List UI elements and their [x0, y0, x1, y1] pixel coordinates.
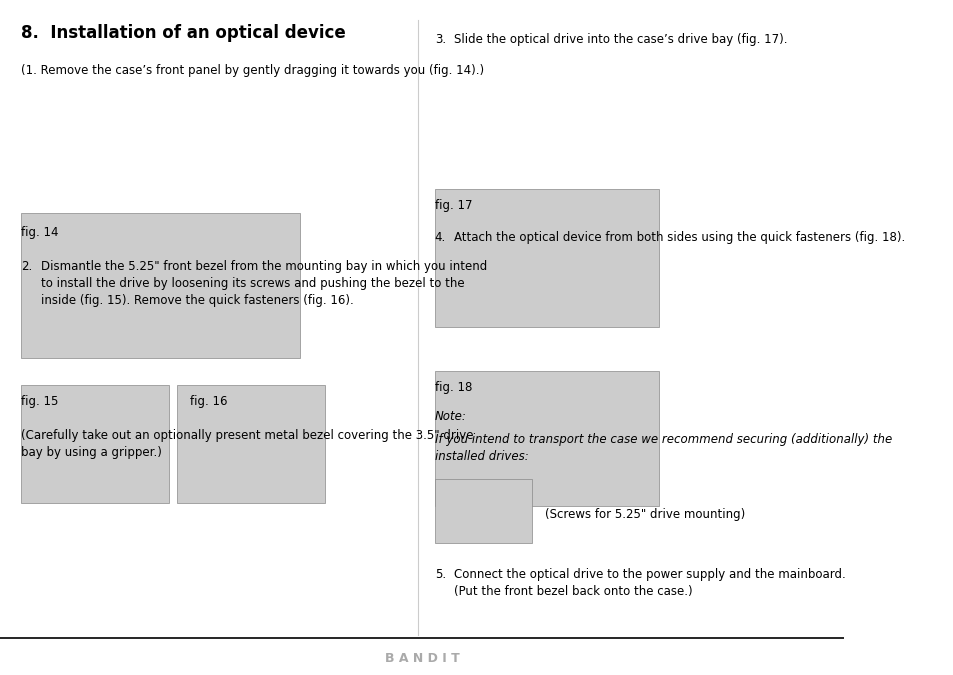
- Text: Slide the optical drive into the case’s drive bay (fig. 17).: Slide the optical drive into the case’s …: [454, 33, 787, 46]
- FancyBboxPatch shape: [435, 189, 658, 327]
- Text: 5.: 5.: [435, 568, 445, 581]
- Text: fig. 17: fig. 17: [435, 199, 472, 212]
- Text: fig. 14: fig. 14: [21, 226, 58, 239]
- Text: fig. 18: fig. 18: [435, 381, 472, 394]
- FancyBboxPatch shape: [177, 385, 325, 503]
- Text: 2.: 2.: [21, 260, 32, 273]
- FancyBboxPatch shape: [435, 479, 532, 543]
- Text: fig. 15: fig. 15: [21, 395, 58, 408]
- Text: B A N D I T: B A N D I T: [384, 651, 459, 665]
- Text: If you intend to transport the case we recommend securing (additionally) the
ins: If you intend to transport the case we r…: [435, 433, 891, 463]
- Text: 3.: 3.: [435, 33, 445, 46]
- Text: Connect the optical drive to the power supply and the mainboard.
(Put the front : Connect the optical drive to the power s…: [454, 568, 845, 598]
- Text: (1. Remove the case’s front panel by gently dragging it towards you (fig. 14).): (1. Remove the case’s front panel by gen…: [21, 64, 484, 77]
- Text: (Carefully take out an optionally present metal bezel covering the 3.5" drive
ba: (Carefully take out an optionally presen…: [21, 429, 473, 458]
- FancyBboxPatch shape: [435, 371, 658, 506]
- Text: fig. 16: fig. 16: [190, 395, 227, 408]
- Text: Attach the optical device from both sides using the quick fasteners (fig. 18).: Attach the optical device from both side…: [454, 231, 904, 244]
- Text: Dismantle the 5.25" front bezel from the mounting bay in which you intend
to ins: Dismantle the 5.25" front bezel from the…: [40, 260, 486, 307]
- Text: Note:: Note:: [435, 410, 466, 423]
- FancyBboxPatch shape: [21, 385, 169, 503]
- FancyBboxPatch shape: [21, 213, 299, 358]
- Text: 4.: 4.: [435, 231, 446, 244]
- Text: (Screws for 5.25" drive mounting): (Screws for 5.25" drive mounting): [544, 508, 744, 520]
- Text: 8.  Installation of an optical device: 8. Installation of an optical device: [21, 24, 346, 42]
